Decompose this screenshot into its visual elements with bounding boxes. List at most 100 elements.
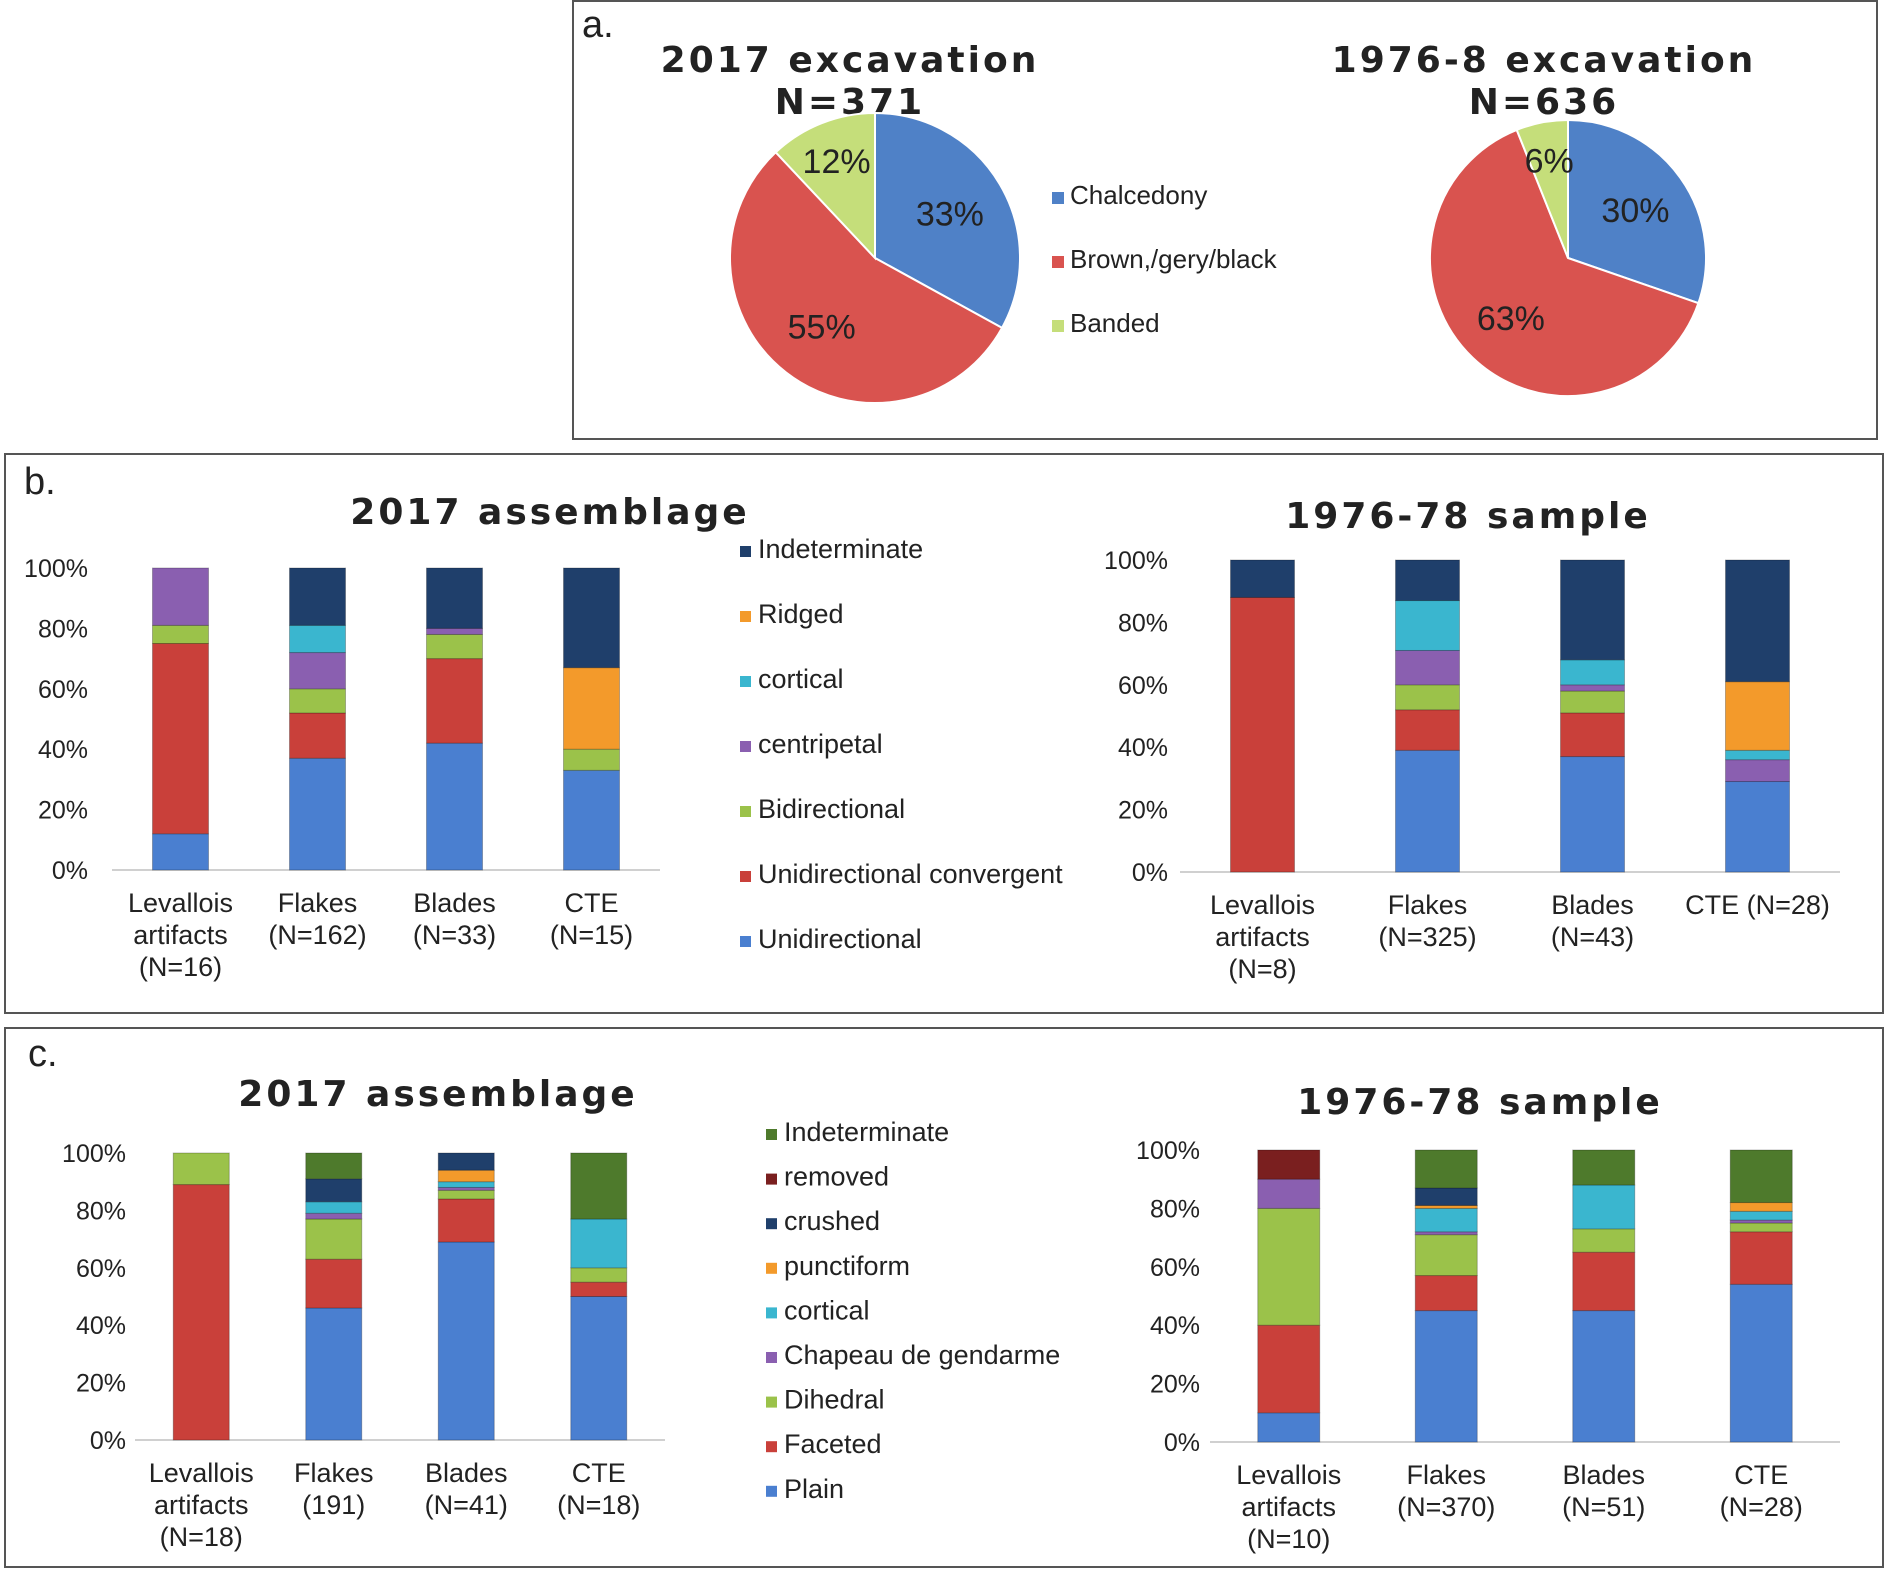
pie-2-label-banded: 6% <box>1525 142 1574 180</box>
bar-b-1976-cat3-unidirectional <box>1560 756 1625 873</box>
pie-2-label-brown-gery-black: 63% <box>1477 300 1545 338</box>
bar-c-1976-cat2-faceted <box>1414 1275 1478 1312</box>
x-label-b-2017-cat1-line1: Levallois <box>128 888 233 918</box>
bar-c-2017-cat2-faceted <box>305 1258 363 1309</box>
x-label-c-1976-cat2-line1: Flakes <box>1406 1460 1486 1490</box>
y-tick-c-2017-5: 100% <box>62 1140 126 1168</box>
bar-c-1976-cat1-plain <box>1257 1412 1321 1443</box>
bar-b-2017-cat1-unidirectional-convergent <box>152 643 209 835</box>
legend-c-label-cortical: cortical <box>784 1295 870 1325</box>
bar-b-1976-cat3-cortical <box>1560 659 1625 686</box>
x-label-b-2017-cat3-line1: Blades <box>413 888 496 918</box>
legend-b-label-cortical: cortical <box>758 664 844 694</box>
legend-b-swatch-bidirectional <box>740 806 751 817</box>
x-label-b-1976-cat1-line1: Levallois <box>1210 890 1315 920</box>
legend-c-label-dihedral: Dihedral <box>784 1385 885 1415</box>
x-label-c-1976-cat4-line2: (N=28) <box>1720 1492 1803 1522</box>
legend-c-label-plain: Plain <box>784 1474 844 1504</box>
bar-chart-c-1976: 1976-78 sample 0% 20% 40% 60% 80% 100% Levalloi… <box>1136 1082 1840 1554</box>
bar-b-1976-cat4-centripetal <box>1725 759 1790 783</box>
y-tick-b-2017-1: 20% <box>38 797 88 825</box>
bar-c-1976-cat3-faceted <box>1572 1251 1636 1312</box>
x-label-b-1976-cat2-line1: Flakes <box>1388 890 1468 920</box>
y-tick-b-1976-0: 0% <box>1132 859 1168 887</box>
bar-b-2017-cat2-unidirectional-convergent <box>289 712 346 759</box>
legend-c-label-punctiform: punctiform <box>784 1251 910 1281</box>
x-label-c-2017-cat4-line1: CTE <box>572 1458 626 1488</box>
legend-c-swatch-chapeau-de-gendarme <box>766 1352 777 1363</box>
y-tick-b-2017-0: 0% <box>52 857 88 885</box>
y-tick-b-2017-5: 100% <box>24 555 88 583</box>
bar-b-1976-cat4-unidirectional <box>1725 781 1790 873</box>
bar-b-2017-cat4-indeterminate <box>563 567 620 669</box>
legend-b-swatch-unidirectional <box>740 936 751 947</box>
bar-b-2017-cat1-centripetal <box>152 567 209 626</box>
x-label-c-2017-cat4-line2: (N=18) <box>557 1490 640 1520</box>
bar-b-2017-cat2-cortical <box>289 624 346 654</box>
y-tick-b-1976-3: 60% <box>1118 672 1168 700</box>
x-label-b-2017-cat3-line2: (N=33) <box>413 920 496 950</box>
y-tick-b-2017-3: 60% <box>38 676 88 704</box>
bar-c-1976-cat4-punctiform <box>1729 1202 1793 1212</box>
legend-b-swatch-cortical <box>740 676 751 687</box>
x-label-b-1976-cat2-line2: (N=325) <box>1378 922 1476 952</box>
legend-c-swatch-removed <box>766 1173 777 1185</box>
bar-b-2017-cat3-indeterminate <box>426 567 483 629</box>
legend-a-swatch-banded <box>1052 320 1064 332</box>
legend-b-label-unidirectional-convergent: Unidirectional convergent <box>758 859 1063 889</box>
bar-c-1976-cat3-dihedral <box>1572 1228 1636 1253</box>
bar-c-1976-cat3-indeterminate <box>1572 1149 1636 1186</box>
bar-c-2017-cat3-faceted <box>437 1198 495 1243</box>
x-label-c-1976-cat4-line1: CTE <box>1734 1460 1788 1490</box>
x-label-b-2017-cat2-line2: (N=162) <box>268 920 366 950</box>
bar-c-2017-cat3-dihedral <box>437 1189 495 1200</box>
bar-c-1976-cat1-dihedral <box>1257 1207 1321 1326</box>
legend-b-label-bidirectional: Bidirectional <box>758 794 905 824</box>
bar-b-1976-cat2-bidirectional <box>1395 684 1460 711</box>
y-tick-b-1976-4: 80% <box>1118 609 1168 637</box>
bar-c-2017-cat4-cortical <box>570 1218 628 1269</box>
bar-b-1976-cat3-indeterminate <box>1560 559 1625 661</box>
legend-c-swatch-dihedral <box>766 1396 777 1408</box>
legend-a-swatch-brown-gery-black <box>1052 256 1064 268</box>
bar-b-1976-cat3-bidirectional <box>1560 690 1625 714</box>
x-label-b-2017-cat1-line2: artifacts <box>133 920 228 950</box>
bar-c-1976-cat4-dihedral <box>1729 1222 1793 1233</box>
pie-title-2: 1976-8 excavation <box>1332 40 1757 81</box>
x-label-c-1976-cat2-line2: (N=370) <box>1397 1492 1495 1522</box>
legend-c-swatch-faceted <box>766 1441 777 1453</box>
x-label-c-2017-cat1-line1: Levallois <box>149 1458 254 1488</box>
y-tick-c-1976-2: 40% <box>1150 1312 1200 1340</box>
bar-chart-title-c-1976: 1976-78 sample <box>1297 1082 1663 1123</box>
bar-b-2017-cat4-bidirectional <box>563 748 620 771</box>
bar-chart-c-2017: 2017 assemblage 0% 20% 40% 60% 80% 100% Levallo… <box>62 1074 665 1552</box>
bar-c-1976-cat4-plain <box>1729 1283 1793 1443</box>
bar-c-2017-cat1-dihedral <box>172 1152 230 1186</box>
y-tick-c-1976-5: 100% <box>1136 1137 1200 1165</box>
pie-1-label-chalcedony: 33% <box>916 196 984 234</box>
bar-c-2017-cat3-punctiform <box>437 1169 495 1183</box>
bar-b-2017-cat3-unidirectional <box>426 742 483 871</box>
x-label-c-1976-cat1-line1: Levallois <box>1236 1460 1341 1490</box>
y-tick-c-1976-1: 20% <box>1150 1371 1200 1399</box>
bar-c-1976-cat1-faceted <box>1257 1324 1321 1414</box>
x-label-b-2017-cat4-line2: (N=15) <box>550 920 633 950</box>
bar-b-1976-cat3-centripetal <box>1560 684 1625 692</box>
bar-c-2017-cat3-cortical <box>437 1181 495 1188</box>
bar-chart-b-1976: 1976-78 sample 0% 20% 40% 60% 80% 100% Levalloi… <box>1104 496 1840 984</box>
legend-b-label-indeterminate: Indeterminate <box>758 534 923 564</box>
legend-c-label-chapeau-de-gendarme: Chapeau de gendarme <box>784 1340 1060 1370</box>
legend-a-label-brown-gery-black: Brown,/gery/black <box>1070 244 1278 274</box>
bar-b-2017-cat3-unidirectional-convergent <box>426 658 483 744</box>
bar-c-2017-cat4-indeterminate <box>570 1152 628 1220</box>
y-tick-c-1976-4: 80% <box>1150 1195 1200 1223</box>
bar-c-1976-cat3-cortical <box>1572 1184 1636 1230</box>
legend-c-swatch-indeterminate <box>766 1129 777 1140</box>
legend-b-swatch-ridged <box>740 611 751 622</box>
y-tick-b-1976-2: 40% <box>1118 734 1168 762</box>
legend-c-swatch-punctiform <box>766 1262 777 1274</box>
legend-b-label-unidirectional: Unidirectional <box>758 924 922 954</box>
bar-c-2017-cat4-dihedral <box>570 1267 628 1283</box>
pie-title-1: 2017 excavation <box>661 40 1040 81</box>
